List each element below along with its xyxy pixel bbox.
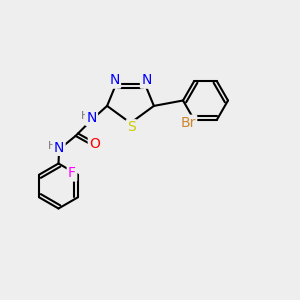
Text: O: O (89, 137, 100, 151)
Text: H: H (47, 141, 56, 152)
Text: H: H (80, 111, 89, 122)
Text: S: S (127, 121, 136, 134)
Text: F: F (68, 166, 76, 180)
Text: Br: Br (181, 116, 196, 130)
Text: N: N (54, 141, 64, 154)
Text: N: N (86, 111, 97, 124)
Text: N: N (141, 74, 152, 87)
Text: N: N (110, 74, 120, 87)
